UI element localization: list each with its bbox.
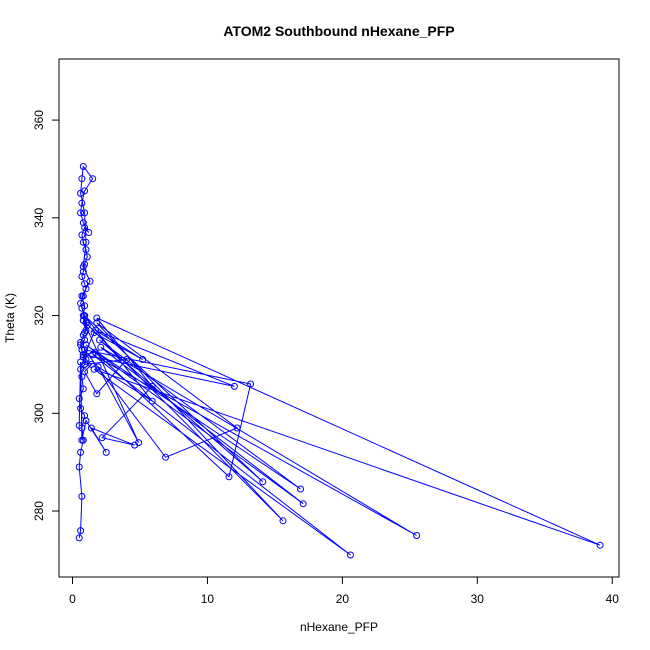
- x-tick-label: 30: [471, 592, 485, 606]
- data-point: [81, 209, 89, 217]
- y-axis: 280 300 320 340 360: [32, 110, 60, 521]
- data-point: [81, 346, 89, 354]
- series-line: [78, 165, 601, 556]
- data-point: [82, 238, 90, 246]
- data-point: [78, 231, 86, 239]
- x-tick-label: 10: [201, 592, 215, 606]
- data-point: [148, 397, 156, 405]
- data-point: [79, 268, 87, 276]
- data-point: [162, 453, 170, 461]
- data-point: [75, 534, 83, 542]
- data-point: [93, 314, 101, 322]
- data-point: [82, 417, 90, 425]
- y-tick-label: 360: [32, 110, 46, 130]
- data-point: [81, 224, 89, 232]
- data-point: [93, 319, 101, 327]
- data-point: [79, 219, 87, 227]
- x-tick-label: 40: [606, 592, 620, 606]
- data-point: [78, 175, 86, 183]
- y-tick-label: 300: [32, 403, 46, 423]
- data-point: [98, 434, 106, 442]
- data-point: [75, 395, 83, 403]
- data-point: [78, 346, 86, 354]
- data-point: [233, 424, 241, 432]
- data-point: [78, 273, 86, 280]
- data-point: [77, 209, 85, 217]
- data-point: [85, 229, 93, 236]
- data-point: [148, 382, 156, 390]
- data-point: [82, 341, 90, 349]
- data-point: [77, 448, 85, 456]
- data-point: [413, 532, 421, 539]
- data-point: [81, 329, 89, 337]
- data-point: [259, 478, 267, 486]
- data-point: [86, 277, 94, 285]
- data-point: [96, 336, 103, 344]
- data-point: [139, 356, 147, 363]
- data-point: [77, 189, 85, 197]
- data-point: [299, 500, 307, 508]
- data-point: [596, 541, 604, 549]
- data-point: [82, 246, 90, 254]
- data-point: [79, 238, 87, 246]
- data-point: [131, 441, 139, 449]
- data-point: [102, 448, 110, 456]
- data-point: [79, 163, 87, 170]
- y-tick-label: 280: [32, 501, 46, 521]
- data-point: [82, 285, 90, 293]
- data-point: [75, 463, 83, 471]
- data-point: [97, 343, 105, 351]
- data-point: [79, 316, 87, 324]
- y-tick-label: 320: [32, 305, 46, 325]
- chart-title: ATOM2 Southbound nHexane_PFP: [223, 23, 454, 39]
- data-point: [75, 422, 83, 429]
- data-point: [78, 292, 86, 300]
- data-point: [81, 412, 89, 420]
- data-point: [79, 385, 87, 393]
- data-point: [123, 356, 130, 363]
- data-point: [279, 517, 287, 525]
- x-tick-label: 0: [69, 592, 76, 606]
- data-point: [83, 253, 91, 261]
- data-point: [297, 485, 304, 493]
- series-layer: [75, 163, 604, 559]
- data-point: [77, 404, 85, 412]
- data-point: [81, 312, 89, 320]
- data-point: [77, 341, 85, 349]
- data-point: [81, 302, 89, 310]
- y-tick-label: 340: [32, 207, 46, 227]
- data-point: [81, 368, 89, 376]
- data-point: [78, 436, 86, 444]
- x-axis-label: nHexane_PFP: [300, 620, 378, 634]
- x-axis: 0 10 20 30 40: [69, 576, 620, 606]
- data-point: [89, 175, 97, 183]
- data-point: [247, 380, 255, 388]
- data-point: [230, 382, 238, 390]
- data-point: [78, 492, 86, 500]
- data-point: [93, 390, 101, 398]
- data-point: [87, 424, 95, 432]
- data-point: [77, 527, 85, 535]
- data-point: [225, 473, 233, 481]
- data-point: [90, 365, 98, 373]
- data-point: [89, 351, 97, 359]
- x-tick-label: 20: [336, 592, 350, 606]
- y-axis-label: Theta (K): [3, 293, 17, 343]
- data-point: [347, 551, 354, 559]
- data-point: [91, 326, 99, 334]
- data-point: [79, 263, 87, 271]
- data-point: [79, 351, 87, 359]
- plot-area: [58, 58, 620, 578]
- data-point: [78, 199, 86, 207]
- data-point: [77, 358, 85, 366]
